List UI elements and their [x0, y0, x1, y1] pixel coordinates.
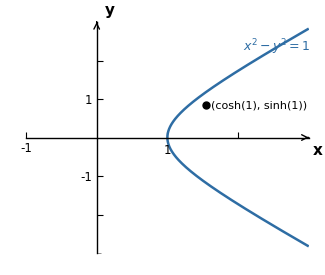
Text: $x^2 - y^2 = 1$: $x^2 - y^2 = 1$ [243, 37, 311, 57]
Text: (cosh(1), sinh(1)): (cosh(1), sinh(1)) [211, 100, 307, 110]
Text: $\mathbf{y}$: $\mathbf{y}$ [104, 4, 115, 20]
Text: 1: 1 [163, 144, 171, 157]
Text: $\mathbf{x}$: $\mathbf{x}$ [312, 143, 324, 158]
